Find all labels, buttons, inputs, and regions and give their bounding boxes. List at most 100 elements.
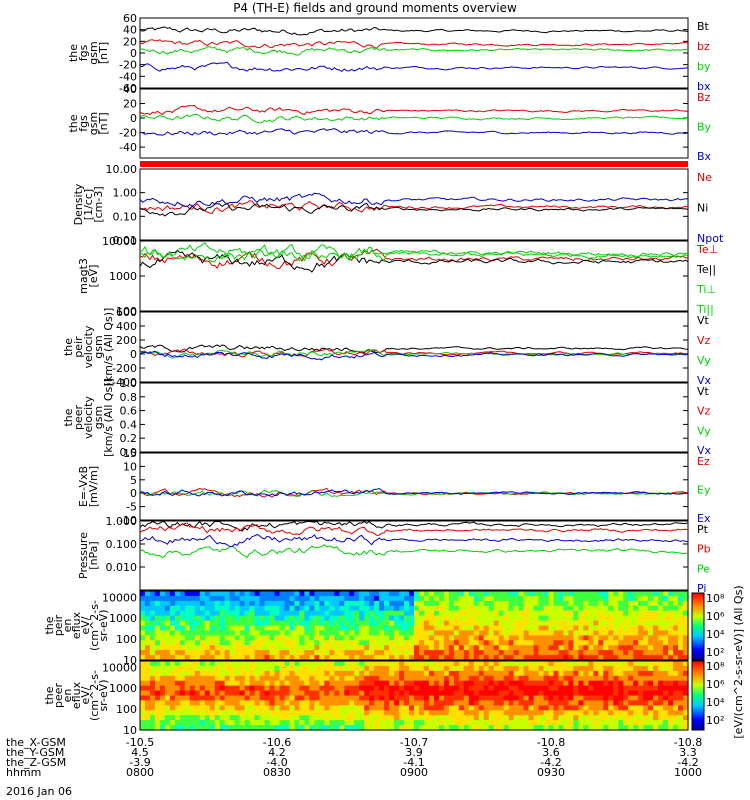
spectrogram-cell	[573, 650, 579, 656]
spectrogram-cell	[643, 661, 649, 667]
spectrogram-cell	[199, 715, 206, 721]
spectrogram-cell	[419, 685, 425, 692]
spectrogram-cell	[623, 640, 629, 646]
spectrogram-cell	[643, 645, 649, 651]
spectrogram-cell	[438, 620, 445, 627]
spectrogram-cell	[224, 690, 231, 697]
spectrogram-cell	[488, 605, 495, 612]
spectrogram-cell	[608, 720, 614, 726]
spectrogram-cell	[239, 655, 246, 661]
spectrogram-cell	[179, 620, 186, 627]
spectrogram-cell	[409, 700, 415, 706]
spectrogram-cell	[488, 665, 495, 672]
spectrogram-cell	[319, 705, 325, 711]
spectrogram-cell	[384, 665, 390, 672]
spectrogram-cell	[643, 625, 649, 631]
spectrogram-cell	[284, 715, 291, 721]
spectrogram-cell	[404, 690, 410, 697]
spectrogram-cell	[643, 670, 649, 677]
spectrogram-cell	[603, 725, 609, 731]
spectrogram-cell	[154, 640, 161, 646]
spectrogram-cell	[219, 650, 226, 656]
spectrogram-cell	[588, 725, 594, 731]
spectrogram-cell	[548, 620, 555, 627]
spectrogram-cell	[419, 610, 425, 617]
spectrogram-cell	[294, 661, 300, 667]
spectrogram-cell	[613, 685, 619, 692]
spectrogram-cell	[678, 655, 684, 661]
spectrogram-cell	[314, 690, 320, 697]
spectrogram-cell	[209, 610, 216, 617]
spectrogram-cell	[458, 675, 465, 682]
spectrogram-cell	[334, 715, 340, 721]
spectrogram-cell	[249, 640, 256, 646]
spectrogram-cell	[314, 620, 320, 627]
spectrogram-cell	[518, 591, 525, 597]
spectrogram-cell	[463, 665, 470, 672]
spectrogram-cell	[453, 685, 460, 692]
spectrogram-cell	[164, 685, 171, 692]
spectrogram-cell	[673, 661, 679, 667]
spectrogram-cell	[269, 690, 276, 697]
spectrogram-cell	[409, 661, 415, 667]
spectrogram-cell	[533, 615, 540, 622]
spectrogram-cell	[668, 600, 674, 607]
spectrogram-cell	[513, 595, 520, 602]
spectrogram-cell	[419, 710, 425, 716]
spectrogram-cell	[543, 670, 550, 677]
spectrogram-cell	[608, 661, 614, 667]
spectrogram-cell	[648, 661, 654, 667]
spectrogram-cell	[433, 655, 440, 661]
spectrogram-cell	[433, 720, 440, 726]
spectrogram-cell	[628, 591, 634, 597]
spectrogram-cell	[443, 695, 450, 701]
spectrogram-cell	[428, 655, 435, 661]
spectrogram-cell	[154, 675, 161, 682]
spectrogram-cell	[663, 670, 669, 677]
spectrogram-cell	[508, 705, 515, 711]
spectrogram-cell	[448, 661, 455, 667]
spectrogram-cell	[653, 710, 659, 716]
spectrogram-cell	[364, 720, 370, 726]
spectrogram-cell	[334, 725, 340, 731]
spectrogram-cell	[458, 665, 465, 672]
series-Ne	[139, 200, 689, 214]
spectrogram-cell	[478, 600, 485, 607]
series-bx	[139, 61, 689, 73]
spectrogram-cell	[334, 710, 340, 716]
spectrogram-cell	[583, 700, 589, 706]
spectrogram-cell	[488, 685, 495, 692]
spectrogram-cell	[653, 635, 659, 641]
spectrogram-cell	[658, 620, 664, 627]
spectrogram-cell	[443, 650, 450, 656]
spectrogram-cell	[668, 675, 674, 682]
spectrogram-cell	[613, 605, 619, 612]
spectrogram-cell	[259, 695, 266, 701]
spectrogram-cell	[493, 630, 500, 636]
spectrogram-cell	[344, 655, 350, 661]
spectrogram-cell	[428, 670, 435, 677]
spectrogram-cell	[673, 715, 679, 721]
spectrogram-cell	[239, 675, 246, 682]
spectrogram-cell	[274, 625, 281, 631]
spectrogram-cell	[538, 705, 545, 711]
spectrogram-cell	[329, 725, 335, 731]
spectrogram-cell	[150, 635, 156, 641]
spectrogram-cell	[140, 640, 146, 646]
spectrogram-cell	[533, 605, 540, 612]
spectrogram-cell	[154, 705, 161, 711]
orbit-value: -4.2	[677, 756, 698, 769]
spectrogram-cell	[678, 685, 684, 692]
spectrogram-cell	[150, 695, 156, 701]
spectrogram-cell	[683, 680, 689, 687]
spectrogram-cell	[608, 615, 614, 622]
spectrogram-cell	[468, 600, 475, 607]
spectrogram-cell	[384, 615, 390, 622]
spectrogram-cell	[618, 645, 624, 651]
spectrogram-cell	[448, 630, 455, 636]
spectrogram-cell	[140, 605, 146, 612]
spectrogram-cell	[618, 695, 624, 701]
spectrogram-cell	[169, 630, 176, 636]
spectrogram-cell	[164, 610, 171, 617]
spectrogram-cell	[563, 650, 570, 656]
